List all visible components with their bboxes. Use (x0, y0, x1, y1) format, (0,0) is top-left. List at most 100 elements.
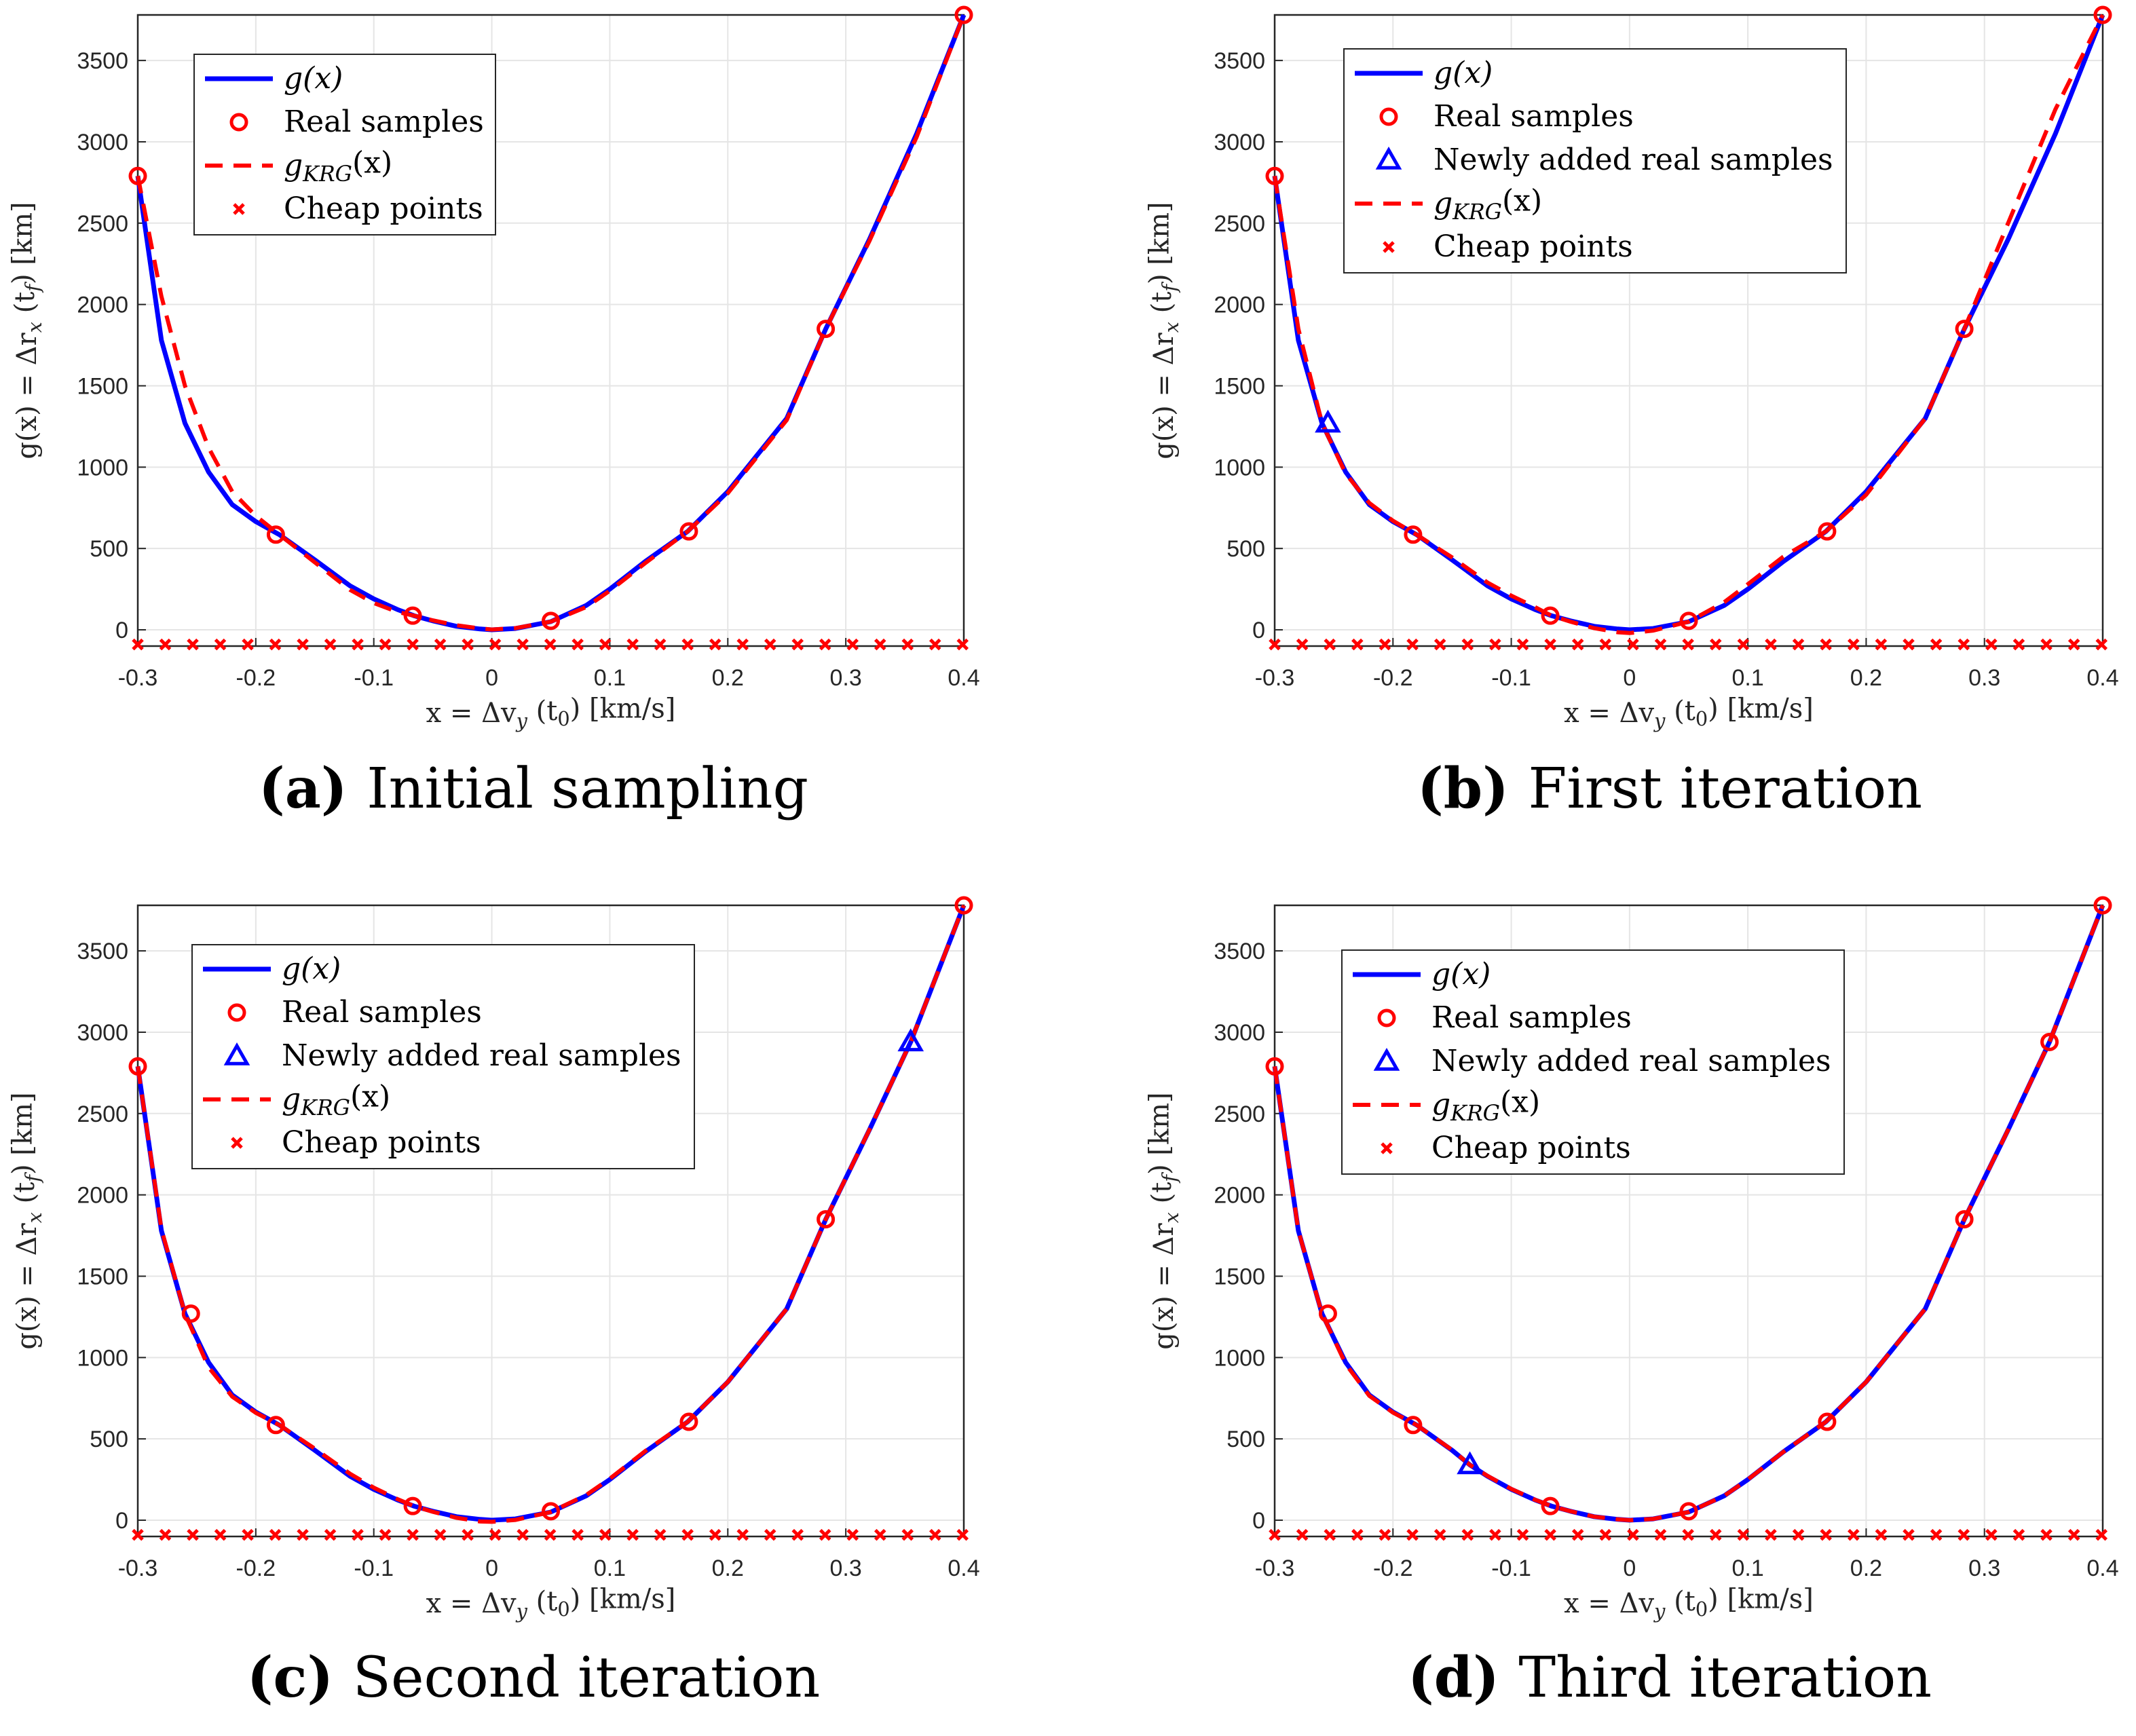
cheap-point (874, 1528, 886, 1541)
cheap-point (352, 1528, 364, 1541)
real-sample-marker (1679, 611, 1698, 630)
cheap-point (159, 1528, 172, 1541)
cheap-point (1406, 1528, 1419, 1541)
x-tick-label: 0.4 (948, 1555, 979, 1581)
cheap-point (242, 638, 254, 651)
cheap-point (1489, 1528, 1501, 1541)
y-tick-label: 1500 (77, 1264, 128, 1289)
cheap-point (1848, 638, 1860, 651)
cheap-point (1406, 638, 1419, 651)
legend-label: gKRG(x) (1431, 1085, 1540, 1126)
cheap-point (1930, 638, 1943, 651)
cheap-point (1599, 638, 1612, 651)
cheap-point (407, 1528, 419, 1541)
cheap-point (764, 638, 776, 651)
real-sample-marker (403, 1496, 422, 1515)
cheap-point (434, 638, 447, 651)
real-sample-marker (1955, 320, 1974, 339)
legend-swatch-new-samples (1375, 146, 1402, 170)
real-sample-marker (1404, 1416, 1423, 1435)
cheap-point (736, 638, 749, 651)
cheap-point (462, 638, 474, 651)
y-tick-label: 0 (115, 1508, 128, 1534)
real-sample-marker (2093, 896, 2112, 915)
y-axis-label: g(x) = Δrx (tf) [km] (1144, 1092, 1183, 1349)
y-tick-label: 3500 (77, 48, 128, 74)
legend-label: Real samples (1434, 99, 1634, 134)
cheap-point (1930, 1528, 1943, 1541)
cheap-point (1296, 1528, 1309, 1541)
legend-label: g(x) (1431, 957, 1491, 992)
cheap-point (379, 638, 392, 651)
cheap-point (434, 1528, 447, 1541)
cheap-point (1765, 638, 1777, 651)
legend-label: Cheap points (284, 191, 483, 226)
x-tick-label: -0.3 (1255, 665, 1295, 691)
cheap-point (1434, 638, 1446, 651)
cheap-point (379, 1528, 392, 1541)
cheap-point (1461, 638, 1474, 651)
real-sample-marker (403, 606, 422, 625)
cheap-point (599, 638, 612, 651)
cheap-point (1737, 638, 1750, 651)
cheap-point (1516, 638, 1529, 651)
x-tick-label: -0.2 (236, 1555, 276, 1581)
cheap-point (929, 638, 941, 651)
x-tick-label: -0.1 (354, 1555, 394, 1581)
cheap-point (462, 1528, 474, 1541)
legend-box (1341, 949, 1845, 1175)
y-tick-label: 2000 (1214, 293, 1265, 318)
cheap-point (2095, 638, 2108, 651)
legend: g(x) Real samples Newly added real samples… (191, 944, 695, 1169)
real-sample-marker (1955, 1210, 1974, 1229)
real-sample-marker (1404, 525, 1423, 544)
y-tick-label: 3500 (77, 939, 128, 964)
y-tick-label: 3500 (1214, 48, 1265, 74)
y-tick-label: 500 (90, 1427, 128, 1452)
cheap-point (1544, 1528, 1556, 1541)
y-tick-label: 3000 (77, 1020, 128, 1046)
cheap-point (874, 638, 886, 651)
panel-caption-a: (a) Initial sampling (259, 756, 808, 821)
x-tick-label: 0.3 (1968, 1555, 2000, 1581)
y-tick-label: 500 (1226, 536, 1265, 562)
real-sample-marker (181, 1304, 200, 1323)
y-tick-label: 2500 (1214, 211, 1265, 237)
cheap-point (1571, 1528, 1584, 1541)
true-curve-line (135, 904, 967, 1523)
cheap-point (846, 638, 859, 651)
chart-panel-a: -0.3 -0.2 -0.1 0 0.1 0.2 0.3 0.4 0 500 1000 1500 200… (7, 5, 980, 732)
cheap-point (132, 1528, 144, 1541)
cheap-point (269, 638, 282, 651)
x-tick-label: 0.1 (1732, 665, 1764, 691)
cheap-point (681, 638, 694, 651)
legend-swatch-real-samples (229, 113, 248, 132)
panel-caption-c: (c) Second iteration (247, 1645, 821, 1710)
cheap-point (956, 1528, 969, 1541)
cheap-point (1820, 638, 1832, 651)
cheap-point (1571, 638, 1584, 651)
cheap-point (2012, 1528, 2025, 1541)
cheap-point (517, 1528, 529, 1541)
cheap-point (352, 638, 364, 651)
real-sample-marker (266, 1416, 285, 1435)
cheap-point (1269, 1528, 1281, 1541)
y-tick-label: 1000 (1214, 1345, 1265, 1371)
x-axis-label: x = Δvy (t0) [km/s] (426, 1584, 676, 1623)
cheap-point (2012, 638, 2025, 651)
x-tick-label: -0.3 (118, 665, 158, 691)
x-tick-label: -0.3 (118, 1555, 158, 1581)
cheap-point (2095, 1528, 2108, 1541)
cheap-point (1820, 1528, 1832, 1541)
real-sample-marker (679, 1412, 698, 1431)
cheap-point (1903, 1528, 1915, 1541)
legend-label: Real samples (284, 105, 484, 139)
krg-curve-line (1273, 904, 2105, 1523)
cheap-point (819, 638, 831, 651)
cheap-point (791, 638, 804, 651)
legend-label: g(x) (282, 951, 341, 986)
legend-label: g(x) (284, 61, 343, 96)
chart-panel-d: -0.3 -0.2 -0.1 0 0.1 0.2 0.3 0.4 0 500 1000 1500 200… (1144, 896, 2119, 1623)
x-tick-label: -0.1 (1491, 665, 1531, 691)
